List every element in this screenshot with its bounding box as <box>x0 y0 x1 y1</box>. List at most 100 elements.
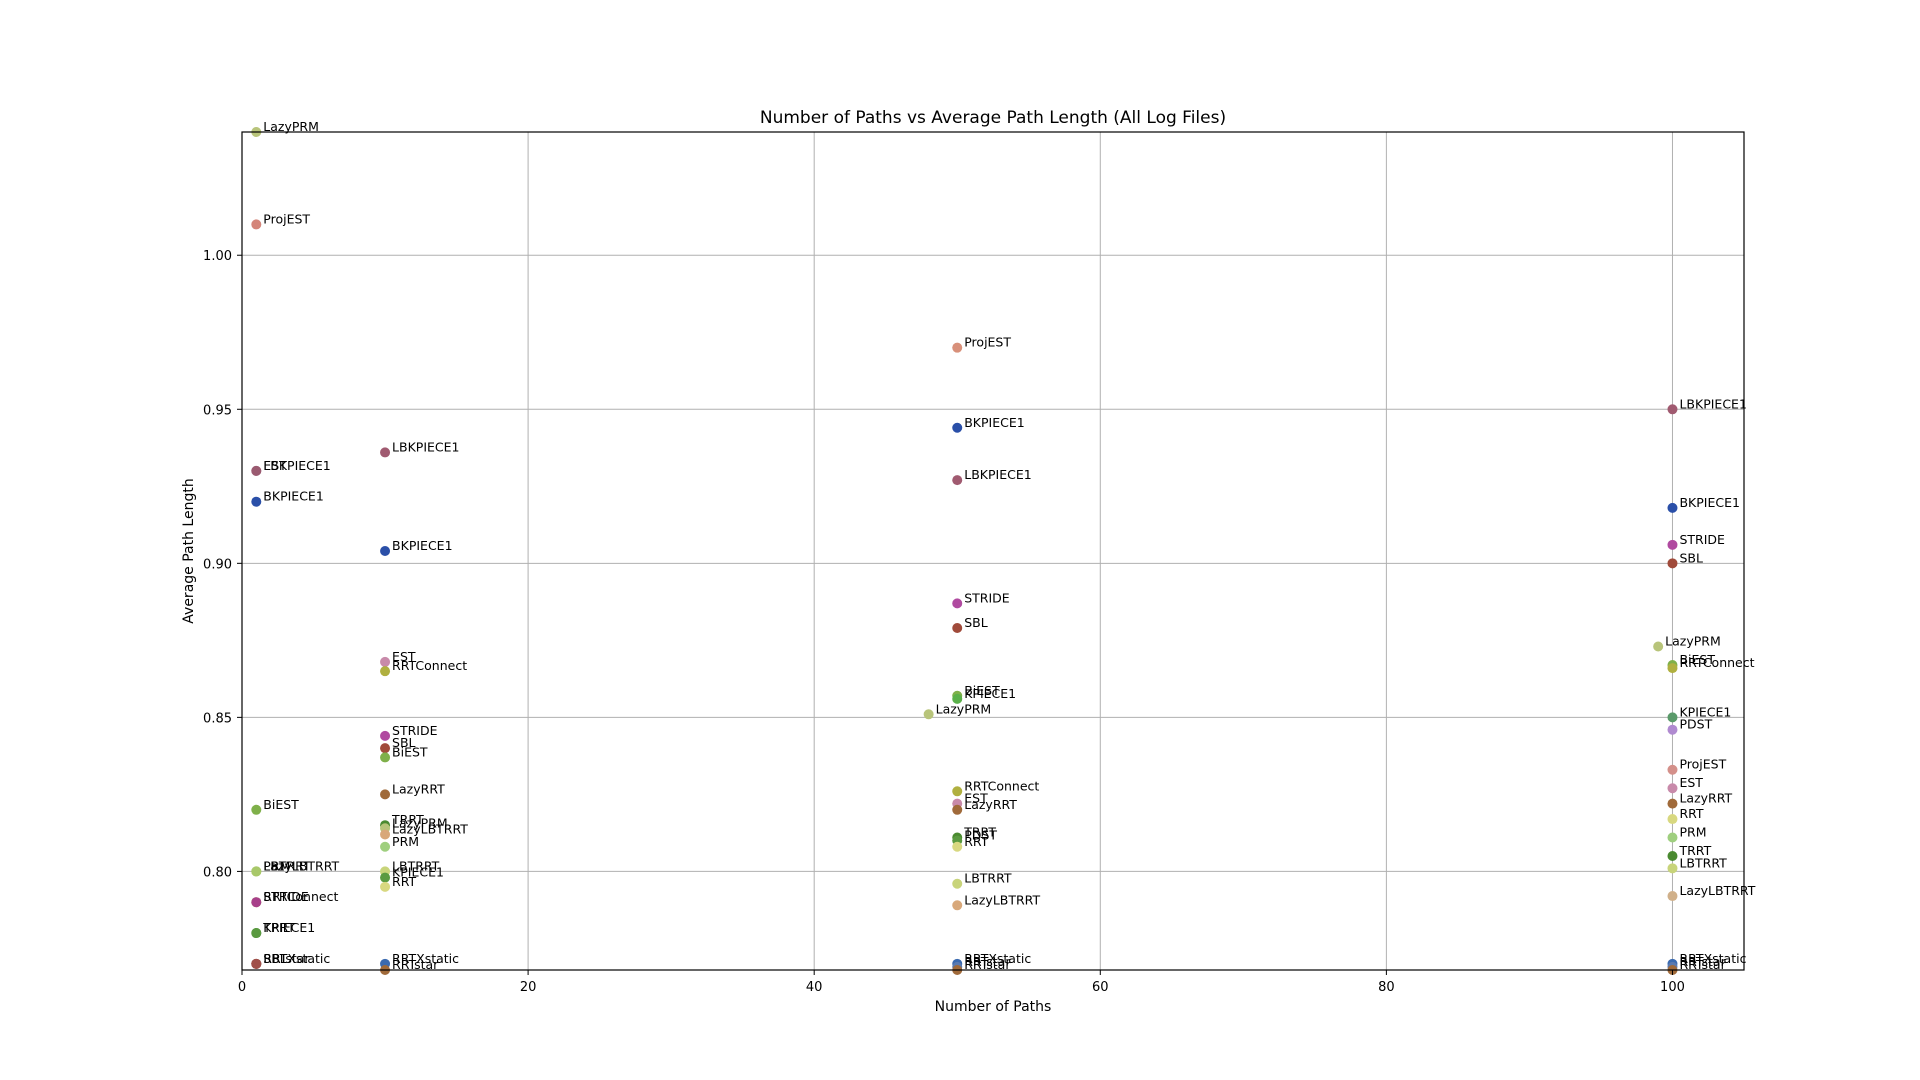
data-point <box>952 786 963 797</box>
data-point-label: LazyRRT <box>392 781 445 796</box>
data-point <box>952 693 963 704</box>
y-tick-label: 0.90 <box>203 557 232 572</box>
data-point-label: RRTstar <box>964 954 1011 969</box>
data-point-label: TRRT <box>391 812 424 827</box>
data-point-label: EST <box>1679 775 1703 790</box>
data-point-label: TRRT <box>262 920 295 935</box>
y-axis-label: Average Path Length <box>181 478 197 623</box>
y-tick-label: 1.00 <box>203 249 232 264</box>
data-point <box>380 841 391 852</box>
data-point-label: EST <box>964 791 988 806</box>
data-point-label: SBL <box>964 615 988 630</box>
data-point-label: LazyRRT <box>1679 791 1732 806</box>
data-point-label: KPIECE1 <box>964 686 1016 701</box>
data-point-label: STRIDE <box>1679 532 1725 547</box>
data-point-label: STRIDE <box>263 889 309 904</box>
data-point-label: LazyPRM <box>392 815 448 830</box>
data-point <box>952 623 963 634</box>
data-point <box>251 804 262 815</box>
data-point <box>952 598 963 609</box>
data-point-label: TRRT <box>963 825 996 840</box>
x-tick-label: 100 <box>1660 980 1685 995</box>
data-point-label: LBTRRT <box>1679 855 1727 870</box>
data-point <box>952 422 963 433</box>
y-tick-label: 0.80 <box>203 865 232 880</box>
data-point <box>380 881 391 892</box>
data-point-label: LBTRRT <box>392 858 440 873</box>
data-point <box>251 928 262 939</box>
data-point-label: PRM <box>263 858 290 873</box>
data-point <box>1667 891 1678 902</box>
data-point <box>1667 851 1678 862</box>
data-point <box>380 666 391 677</box>
data-point-label: BiEST <box>964 683 1000 698</box>
grid-layer <box>241 132 1744 970</box>
data-point <box>1667 764 1678 775</box>
data-point <box>251 465 262 476</box>
data-point-label: LazyLBTRRT <box>263 858 339 873</box>
x-axis-label: Number of Paths <box>935 999 1052 1015</box>
data-point-label: LazyLBTRRT <box>1679 883 1755 898</box>
data-point-label: LBKPIECE1 <box>392 439 459 454</box>
x-tick-label: 0 <box>238 980 246 995</box>
data-point-label: PRM <box>392 834 419 849</box>
data-point <box>1667 663 1678 674</box>
data-point-label: RRTConnect <box>1679 655 1754 670</box>
ticks-layer: 0 20 40 60 80 100 0.80 0.85 0.90 0.95 1.00 <box>203 249 1685 995</box>
data-point-label: RRTXstatic <box>964 951 1031 966</box>
data-point <box>380 872 391 883</box>
data-point <box>251 866 262 877</box>
data-point-label: PDST <box>964 828 997 843</box>
data-point-label: LBKPIECE1 <box>964 467 1031 482</box>
data-point-label: BKPIECE1 <box>1679 495 1739 510</box>
x-tick-label: 60 <box>1092 980 1109 995</box>
data-point-label: RRTXstatic <box>392 951 459 966</box>
data-point-label: STRIDE <box>392 723 438 738</box>
data-point <box>1667 814 1678 825</box>
data-point-label: EST <box>392 649 416 664</box>
data-point <box>952 900 963 911</box>
data-point-label: EST <box>263 458 287 473</box>
data-point <box>952 475 963 486</box>
data-point-label: KPIECE1 <box>1679 704 1731 719</box>
data-point <box>251 897 262 908</box>
data-point <box>1667 539 1678 550</box>
data-point-label: ProjEST <box>964 335 1011 350</box>
data-point <box>251 496 262 507</box>
x-tick-label: 80 <box>1378 980 1395 995</box>
data-point <box>380 743 391 754</box>
data-point-label: LBTRRT <box>263 858 311 873</box>
data-point-label: LazyLBTRRT <box>964 892 1040 907</box>
data-point <box>380 656 391 667</box>
data-point-label: SBL <box>392 735 416 750</box>
data-point <box>380 789 391 800</box>
data-point-label: SBL <box>1679 550 1703 565</box>
data-point <box>1653 641 1664 652</box>
data-point <box>1667 798 1678 809</box>
data-point-label: LazyRRT <box>964 797 1017 812</box>
chart-title: Number of Paths vs Average Path Length (… <box>760 108 1226 128</box>
data-point-label: RRTstar <box>1679 957 1726 972</box>
data-point-label: RRT <box>964 834 988 849</box>
data-point <box>923 709 934 720</box>
data-point-label: ProjEST <box>263 211 310 226</box>
y-tick-label: 0.85 <box>203 711 232 726</box>
data-point <box>380 752 391 763</box>
data-point <box>952 878 963 889</box>
x-tick-label: 40 <box>806 980 823 995</box>
data-point-label: TRRT <box>1678 843 1711 858</box>
data-point-label: BKPIECE1 <box>964 415 1024 430</box>
data-point-label: RRTstar <box>964 957 1011 972</box>
data-point <box>380 829 391 840</box>
data-point <box>952 804 963 815</box>
data-point-label: PRM <box>1679 825 1706 840</box>
data-point-label: LazyPRM <box>936 701 992 716</box>
data-point <box>380 730 391 741</box>
data-point <box>380 546 391 556</box>
data-point-label: KPIECE1 <box>392 865 444 880</box>
data-point-label: RRTstar <box>1679 954 1726 969</box>
data-point <box>1667 502 1678 513</box>
data-point-label: LazyPRM <box>263 119 319 134</box>
data-point <box>952 841 963 852</box>
